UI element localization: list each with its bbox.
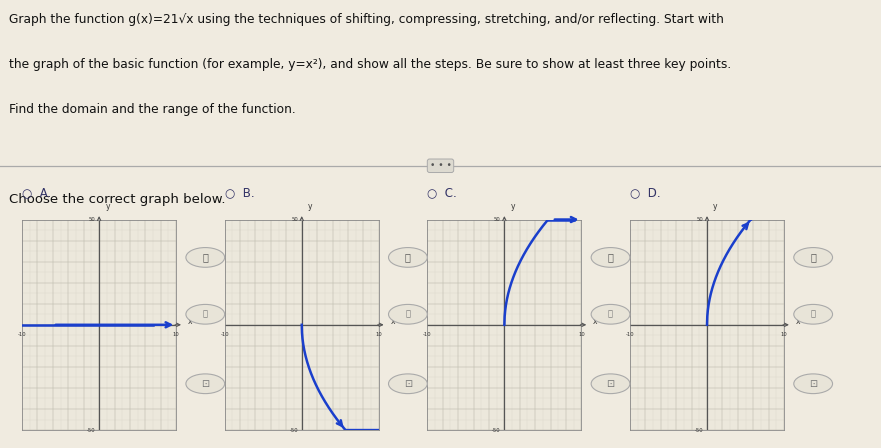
Text: y: y (714, 202, 718, 211)
Text: ○  B.: ○ B. (225, 186, 255, 199)
Text: the graph of the basic function (for example, y=x²), and show all the steps. Be : the graph of the basic function (for exa… (9, 58, 731, 71)
Text: y: y (308, 202, 313, 211)
Text: Find the domain and the range of the function.: Find the domain and the range of the fun… (9, 103, 295, 116)
Text: ○  C.: ○ C. (427, 186, 457, 199)
Text: -10: -10 (423, 332, 432, 337)
Text: ⊡: ⊡ (606, 379, 615, 389)
Text: y: y (106, 202, 110, 211)
Text: 50: 50 (696, 217, 703, 222)
Text: -50: -50 (289, 427, 298, 433)
Text: x: x (188, 317, 192, 326)
Text: -50: -50 (694, 427, 703, 433)
Text: ○  A.: ○ A. (22, 186, 51, 199)
Text: -10: -10 (626, 332, 634, 337)
Text: 50: 50 (88, 217, 95, 222)
Text: x: x (796, 317, 800, 326)
Text: 50: 50 (493, 217, 500, 222)
Text: ⊡: ⊡ (201, 379, 210, 389)
Text: ○  D.: ○ D. (630, 186, 661, 199)
Text: 🔍: 🔍 (608, 252, 613, 263)
Text: -50: -50 (86, 427, 95, 433)
Text: • • •: • • • (430, 161, 451, 170)
Text: 🔍: 🔍 (203, 252, 208, 263)
Text: y: y (510, 202, 515, 211)
Text: 🔍: 🔍 (203, 310, 208, 319)
Text: ⊡: ⊡ (403, 379, 412, 389)
Text: ⊡: ⊡ (809, 379, 818, 389)
Text: -10: -10 (18, 332, 26, 337)
Text: x: x (593, 317, 597, 326)
Text: Choose the correct graph below.: Choose the correct graph below. (9, 193, 226, 206)
Text: x: x (390, 317, 395, 326)
Text: 10: 10 (173, 332, 180, 337)
Text: 🔍: 🔍 (811, 310, 816, 319)
Text: 🔍: 🔍 (405, 310, 411, 319)
Text: -10: -10 (220, 332, 229, 337)
Text: -50: -50 (492, 427, 500, 433)
Text: Graph the function g(x)=21√x using the techniques of shifting, compressing, stre: Graph the function g(x)=21√x using the t… (9, 13, 723, 26)
Text: 50: 50 (291, 217, 298, 222)
Text: 10: 10 (781, 332, 788, 337)
Text: 🔍: 🔍 (811, 252, 816, 263)
Text: 🔍: 🔍 (608, 310, 613, 319)
Text: 10: 10 (375, 332, 382, 337)
Text: 10: 10 (578, 332, 585, 337)
Text: 🔍: 🔍 (405, 252, 411, 263)
